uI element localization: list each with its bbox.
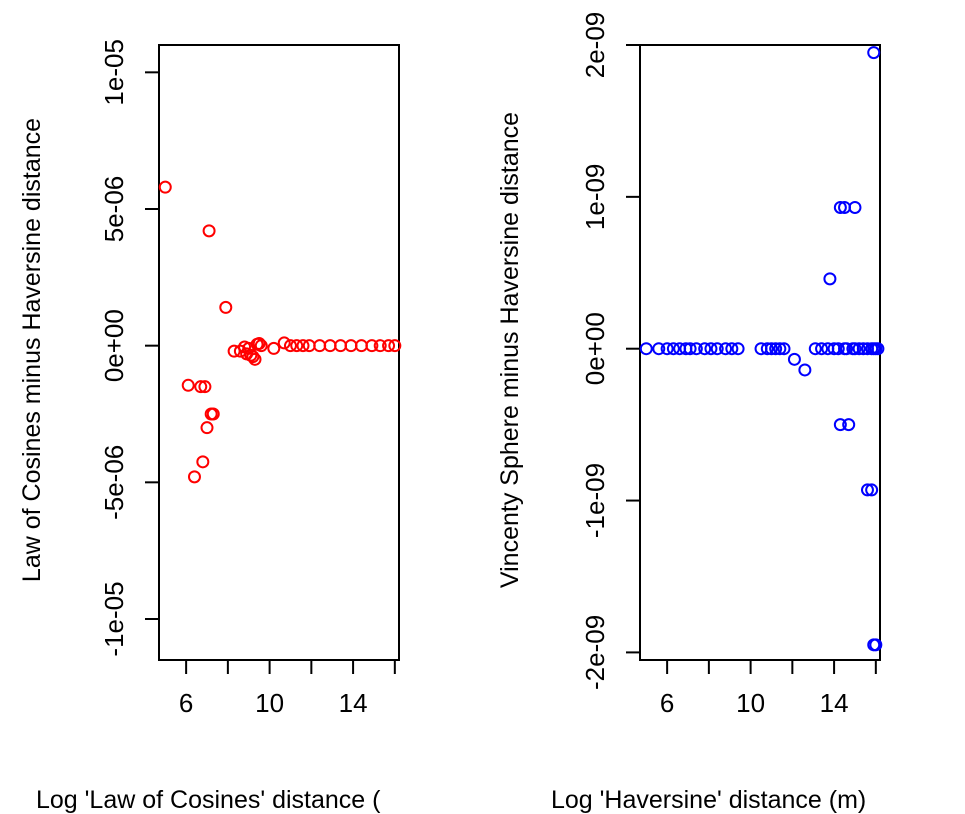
left-scatter-panel: 6 10 14 -1e-05 -5e-06 0e+00 5e-06 1e-05 Log 'L…: [18, 39, 402, 814]
right-data-point: [867, 46, 881, 60]
left-data-point: [252, 336, 266, 350]
left-data-point: [373, 339, 387, 353]
left-data-point: [206, 407, 220, 421]
right-y-tick-label: 2e-09: [580, 12, 610, 79]
right-data-point: [869, 638, 883, 652]
left-x-axis-title: Log 'Law of Cosines' distance (: [36, 786, 381, 814]
right-data-point: [764, 342, 778, 356]
right-y-tick-label: 0e+00: [580, 312, 610, 385]
right-data-point: [871, 342, 885, 356]
left-data-point: [196, 455, 210, 469]
right-data-point: [852, 342, 866, 356]
right-x-tick-label: 14: [820, 688, 849, 718]
left-data-point: [194, 380, 208, 394]
left-data-point: [296, 339, 310, 353]
right-x-tick-label: 6: [660, 688, 674, 718]
left-data-point: [246, 350, 260, 364]
right-data-point: [848, 342, 862, 356]
right-data-point: [698, 342, 712, 356]
right-scatter-panel: 6 10 14 -2e-09 -1e-09 0e+00 1e-09 2e-09 Log 'H…: [496, 12, 885, 814]
left-x-axis: 6 10 14: [179, 660, 396, 718]
left-data-point: [219, 300, 233, 314]
right-data-point: [815, 342, 829, 356]
left-plot-frame: [158, 44, 400, 661]
left-data-point: [334, 339, 348, 353]
right-y-tick-label: 1e-09: [580, 164, 610, 231]
right-x-axis-title: Log 'Haversine' distance (m): [551, 786, 866, 814]
right-data-point: [833, 418, 847, 432]
right-data-point: [848, 200, 862, 214]
left-data-point: [283, 339, 297, 353]
right-data-point: [773, 342, 787, 356]
left-data-point: [388, 339, 402, 353]
right-data-point: [725, 342, 739, 356]
left-x-tick-label: 10: [255, 688, 284, 718]
left-data-point: [187, 470, 201, 484]
left-data-point: [198, 380, 212, 394]
left-data-point: [354, 339, 368, 353]
right-data-point: [639, 342, 653, 356]
right-data-point: [719, 342, 733, 356]
right-y-axis-title: Vincenty Sphere minus Haversine distance: [496, 112, 524, 588]
left-y-tick-label: -1e-05: [99, 581, 129, 656]
right-data-points: [639, 46, 885, 652]
right-data-point: [760, 342, 774, 356]
left-y-tick-label: 0e+00: [99, 309, 129, 382]
left-data-point: [323, 339, 337, 353]
right-data-point: [823, 272, 837, 286]
right-data-point: [842, 418, 856, 432]
right-data-point: [777, 342, 791, 356]
right-data-point: [704, 342, 718, 356]
right-data-point: [660, 342, 674, 356]
right-data-point: [666, 342, 680, 356]
left-data-point: [267, 341, 281, 355]
left-y-axis-title: Law of Cosines minus Haversine distance: [18, 118, 46, 582]
right-data-point: [731, 342, 745, 356]
left-data-point: [181, 378, 195, 392]
right-data-point: [689, 342, 703, 356]
right-data-point: [860, 483, 874, 497]
right-y-axis: -2e-09 -1e-09 0e+00 1e-09 2e-09: [580, 12, 640, 690]
right-data-point: [710, 342, 724, 356]
right-y-tick-label: -2e-09: [580, 615, 610, 690]
right-data-point: [652, 342, 666, 356]
right-y-tick-label: -1e-09: [580, 463, 610, 538]
left-data-point: [200, 421, 214, 435]
right-data-point: [769, 342, 783, 356]
left-data-point: [382, 339, 396, 353]
left-data-point: [344, 339, 358, 353]
right-x-axis: 6 10 14: [660, 660, 877, 718]
left-y-tick-label: 1e-05: [99, 39, 129, 106]
right-data-point: [683, 342, 697, 356]
left-data-point: [254, 339, 268, 353]
right-data-point: [865, 483, 879, 497]
left-data-point: [277, 336, 291, 350]
right-data-point: [798, 363, 812, 377]
right-data-point: [833, 200, 847, 214]
left-y-tick-label: 5e-06: [99, 176, 129, 243]
left-data-point: [248, 352, 262, 366]
left-x-tick-label: 6: [179, 688, 193, 718]
left-y-axis: -1e-05 -5e-06 0e+00 5e-06 1e-05: [99, 39, 159, 657]
right-data-point: [840, 342, 854, 356]
left-data-point: [313, 339, 327, 353]
left-data-point: [290, 339, 304, 353]
left-data-point: [202, 224, 216, 238]
left-data-point: [365, 339, 379, 353]
right-x-tick-label: 10: [736, 688, 765, 718]
left-data-points: [158, 180, 402, 484]
left-x-tick-label: 14: [339, 688, 368, 718]
left-y-tick-label: -5e-06: [99, 445, 129, 520]
right-data-point: [787, 352, 801, 366]
right-data-point: [808, 342, 822, 356]
right-data-point: [831, 342, 845, 356]
left-data-point: [158, 180, 172, 194]
